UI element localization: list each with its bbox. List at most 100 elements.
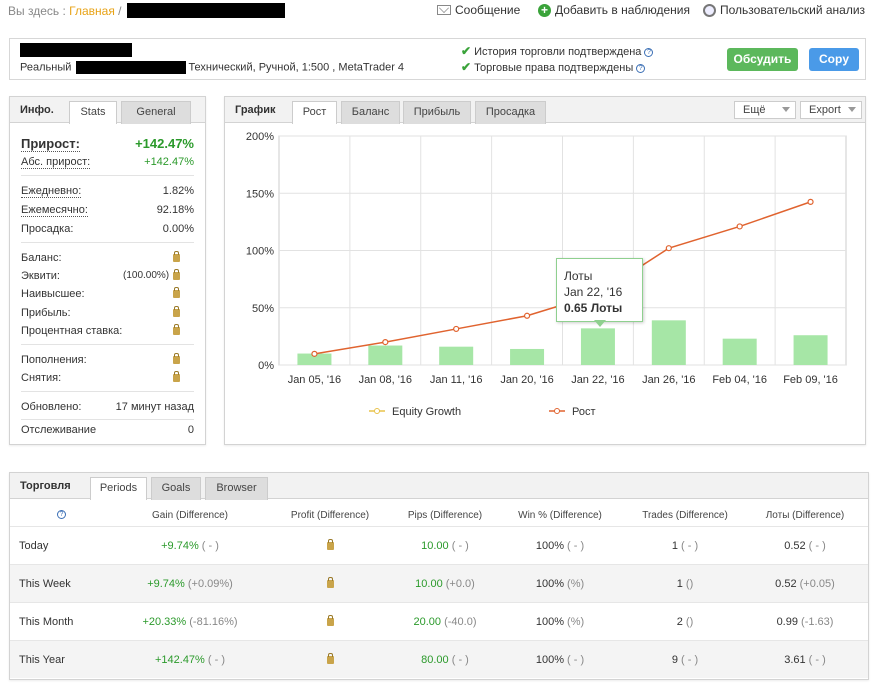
redacted-title xyxy=(20,43,132,57)
withdrawals-label: Снятия: xyxy=(21,372,62,384)
chevron-down-icon xyxy=(782,107,790,112)
tooltip-pointer xyxy=(594,320,606,327)
legend-label: Рост xyxy=(572,406,596,418)
tab-periods[interactable]: Periods xyxy=(90,477,147,500)
highest-row: Наивысшее: xyxy=(21,287,194,300)
y-tick-label: 150% xyxy=(246,188,274,200)
daily-label[interactable]: Ежедневно: xyxy=(21,185,82,198)
tab-goals[interactable]: Goals xyxy=(151,477,201,500)
message-link[interactable]: Сообщение xyxy=(437,3,520,17)
tooltip-value: 0.65 Лоты xyxy=(564,301,623,315)
cell-pips: 10.00 ( - ) xyxy=(421,540,469,552)
chart-panel-header: График Рост Баланс Прибыль Просадка Ещё … xyxy=(225,97,865,124)
discuss-button[interactable]: Обсудить xyxy=(727,48,798,71)
cell-lots: 0.52 (+0.05) xyxy=(775,578,835,590)
clock-icon xyxy=(703,3,716,17)
account-type: Реальный xyxy=(20,61,72,74)
account-header: Реальный Технический, Ручной, 1:500 , Me… xyxy=(9,38,866,80)
custom-analysis-link[interactable]: Пользовательский анализ xyxy=(703,3,865,17)
watch-label: Добавить в наблюдения xyxy=(555,3,690,17)
breadcrumb-home-link[interactable]: Главная xyxy=(69,4,115,18)
lock-icon xyxy=(173,306,180,319)
col-pips: Pips (Difference) xyxy=(407,510,483,521)
analysis-label: Пользовательский анализ xyxy=(720,3,866,17)
tracking-value: 0 xyxy=(187,424,194,436)
top-bar: Вы здесь : Главная / Сообщение + Добавить… xyxy=(0,0,875,22)
verified-rights-label: Торговые права подтверждены xyxy=(474,62,634,74)
cell-pips: 80.00 ( - ) xyxy=(421,654,469,666)
equity-label: Эквити: xyxy=(21,270,60,282)
breadcrumb: Вы здесь : Главная / xyxy=(8,4,122,18)
equity-bar xyxy=(439,346,474,365)
verified-history: ✔ История торговли подтверждена? xyxy=(461,44,654,58)
drawdown-value: 0.00% xyxy=(162,223,194,235)
legend-marker xyxy=(554,408,560,414)
period-label: This Week xyxy=(19,578,71,590)
equity-bar xyxy=(368,345,403,365)
abs-gain-label[interactable]: Абс. прирост: xyxy=(21,156,91,169)
copy-button[interactable]: Copy xyxy=(809,48,859,71)
x-tick-label: Jan 05, '16 xyxy=(288,374,341,386)
tab-general[interactable]: General xyxy=(121,101,191,124)
add-to-watchlist-link[interactable]: + Добавить в наблюдения xyxy=(538,3,690,17)
equity-bar xyxy=(580,328,615,365)
lock-icon xyxy=(173,269,180,282)
trading-table-header: ? Gain (Difference) Profit (Difference) … xyxy=(10,500,868,525)
tab-drawdown[interactable]: Просадка xyxy=(475,101,546,124)
withdrawals-row: Снятия: xyxy=(21,371,194,384)
profit-label: Прибыль: xyxy=(21,307,71,319)
export-label: Export xyxy=(809,104,841,116)
growth-point xyxy=(453,325,460,333)
lock-icon xyxy=(275,653,385,666)
trading-panel-header: Торговля Periods Goals Browser xyxy=(10,473,868,500)
equity-bar xyxy=(793,335,828,365)
cell-pips: 10.00 (+0.0) xyxy=(415,578,475,590)
divider xyxy=(21,419,194,420)
updated-label: Обновлено: xyxy=(21,401,82,413)
lock-icon xyxy=(173,324,180,337)
info-panel-header: Инфо. Stats General xyxy=(10,97,205,124)
balance-row: Баланс: xyxy=(21,251,194,264)
gain-label[interactable]: Прирост: xyxy=(21,136,80,152)
lock-icon xyxy=(173,251,180,264)
cell-lots: 0.52 ( - ) xyxy=(784,540,826,552)
more-dropdown[interactable]: Ещё xyxy=(734,101,796,119)
help-icon[interactable]: ? xyxy=(636,63,646,73)
col-lots: Лоты (Difference) xyxy=(765,510,845,521)
monthly-row: Ежемесячно: 92.18% xyxy=(21,204,194,217)
cell-gain: +9.74% ( - ) xyxy=(161,540,219,552)
lock-icon xyxy=(173,287,180,300)
col-trades: Trades (Difference) xyxy=(642,510,728,521)
help-icon[interactable]: ? xyxy=(644,47,654,57)
equity-percent: (100.00%) xyxy=(123,270,170,281)
cell-gain: +142.47% ( - ) xyxy=(154,654,225,666)
growth-point xyxy=(311,350,318,357)
deposits-row: Пополнения: xyxy=(21,353,194,366)
balance-label: Баланс: xyxy=(21,252,62,264)
verified-history-label: История торговли подтверждена xyxy=(474,46,642,58)
equity-bar xyxy=(651,320,686,365)
export-dropdown[interactable]: Export xyxy=(800,101,862,119)
x-tick-label: Jan 08, '16 xyxy=(359,374,412,386)
tab-balance[interactable]: Баланс xyxy=(341,101,400,124)
help-icon[interactable]: ? xyxy=(57,510,66,519)
monthly-value: 92.18% xyxy=(156,204,194,216)
tab-browser[interactable]: Browser xyxy=(205,477,268,500)
table-row: This Week +9.74% (+0.09%) 10.00 (+0.0) 100%… xyxy=(10,564,868,602)
info-title: Инфо. xyxy=(20,104,54,116)
tab-profit[interactable]: Прибыль xyxy=(403,101,471,124)
tab-growth[interactable]: Рост xyxy=(292,101,337,124)
account-summary: Реальный Технический, Ручной, 1:500 , Me… xyxy=(20,61,404,74)
message-label: Сообщение xyxy=(455,3,521,17)
interest-label: Процентная ставка: xyxy=(21,325,123,337)
breadcrumb-prefix: Вы здесь : xyxy=(8,4,66,18)
legend-marker xyxy=(374,408,380,414)
tab-stats[interactable]: Stats xyxy=(69,101,117,124)
x-tick-label: Feb 09, '16 xyxy=(783,374,838,386)
divider xyxy=(21,242,194,243)
cell-lots: 3.61 ( - ) xyxy=(784,654,826,666)
check-icon: ✔ xyxy=(461,60,472,74)
y-tick-label: 0% xyxy=(258,360,274,372)
monthly-label[interactable]: Ежемесячно: xyxy=(21,204,88,217)
deposits-label: Пополнения: xyxy=(21,354,87,366)
